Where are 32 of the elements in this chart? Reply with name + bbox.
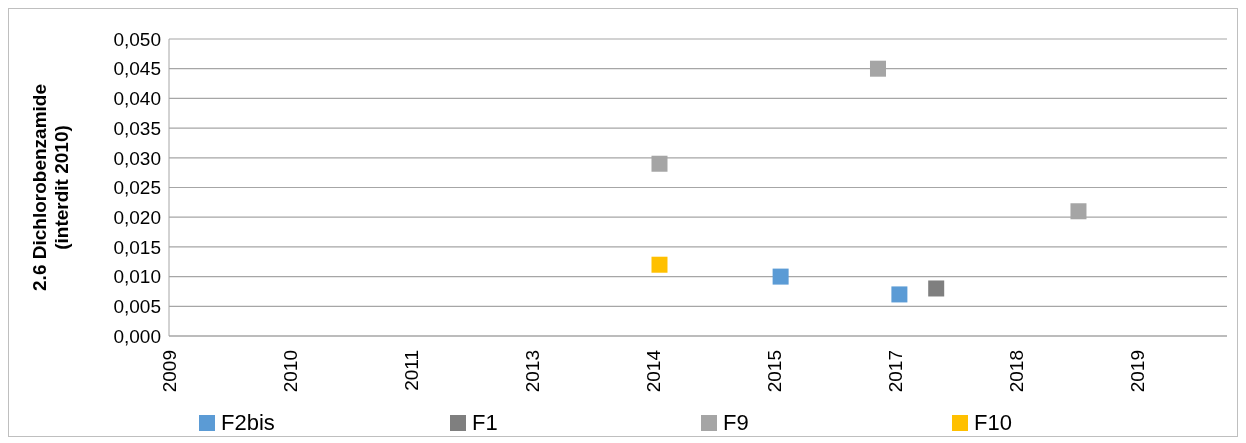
x-tick-label: 2015 bbox=[764, 350, 786, 393]
y-tick-label: 0,010 bbox=[113, 266, 161, 288]
y-tick-label: 0,015 bbox=[113, 236, 161, 258]
point bbox=[928, 280, 945, 297]
x-tick-label: 2013 bbox=[521, 350, 543, 393]
y-tick-label: 0,025 bbox=[113, 177, 161, 199]
point bbox=[891, 286, 908, 303]
legend-label: F10 bbox=[974, 410, 1012, 436]
point bbox=[651, 155, 668, 172]
y-tick-label: 0,035 bbox=[113, 117, 161, 139]
y-tick-label: 0,030 bbox=[113, 147, 161, 169]
y-tick-label: 0,000 bbox=[113, 325, 161, 347]
legend-label: F1 bbox=[472, 410, 498, 436]
y-tick-label: 0,050 bbox=[113, 28, 161, 50]
y-tick-label: 0,040 bbox=[113, 88, 161, 110]
y-tick-label: 0,020 bbox=[113, 206, 161, 228]
x-tick-label: 2011 bbox=[400, 350, 422, 391]
y-axis-title: 2.6 Dichlorobenzamide (interdit 2010) bbox=[29, 84, 72, 291]
x-tick-label: 2014 bbox=[642, 349, 664, 393]
x-tick-label: 2009 bbox=[158, 350, 180, 393]
point bbox=[869, 60, 886, 77]
x-tick-label: 2010 bbox=[279, 350, 301, 393]
point bbox=[772, 268, 789, 285]
y-tick-label: 0,045 bbox=[113, 58, 161, 80]
x-tick-label: 2018 bbox=[1006, 350, 1028, 393]
y-tick-label: 0,005 bbox=[113, 296, 161, 318]
point bbox=[1070, 203, 1087, 220]
x-tick-label: 2019 bbox=[1127, 350, 1149, 393]
legend-label: F9 bbox=[723, 410, 749, 436]
x-tick-label: 2017 bbox=[885, 350, 907, 393]
point bbox=[651, 256, 668, 273]
legend-label: F2bis bbox=[221, 410, 275, 436]
